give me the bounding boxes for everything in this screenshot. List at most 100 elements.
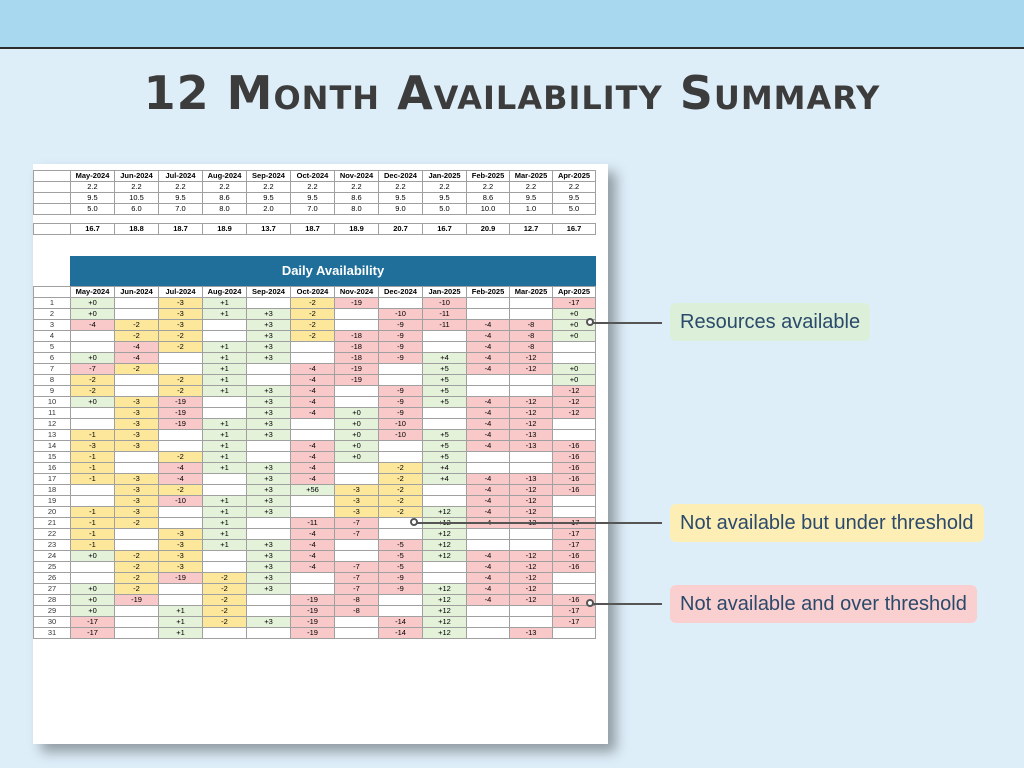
day-number-cell: 5: [33, 341, 71, 353]
day-number-cell: 23: [33, 539, 71, 551]
availability-cell: +1: [202, 495, 247, 507]
availability-cell: -2: [202, 583, 247, 595]
availability-cell: [290, 495, 335, 507]
availability-cell: +12: [422, 539, 467, 551]
availability-cell: -4: [466, 407, 510, 419]
availability-cell: [466, 385, 510, 397]
availability-cell: [466, 605, 510, 617]
availability-cell: -4: [466, 330, 510, 342]
month-header: Oct-2024: [290, 170, 335, 182]
month-header: Nov-2024: [334, 170, 379, 182]
availability-cell: [466, 308, 510, 320]
spacer-cell: [246, 214, 291, 224]
availability-cell: -11: [422, 319, 467, 331]
summary-cell: 8.6: [466, 192, 510, 204]
availability-cell: -13: [509, 429, 553, 441]
availability-cell: [114, 451, 159, 463]
availability-cell: +1: [202, 517, 247, 529]
availability-cell: [70, 572, 115, 584]
availability-cell: -4: [466, 561, 510, 573]
availability-cell: [378, 528, 423, 540]
availability-cell: -17: [552, 539, 596, 551]
availability-cell: -4: [466, 363, 510, 375]
availability-cell: -2: [290, 330, 335, 342]
total-cell: 18.7: [158, 223, 203, 235]
availability-cell: -4: [466, 352, 510, 364]
spacer-cell: [552, 214, 596, 224]
daily-row: 16 -1 -4 +1 +3 -4 -2 +4 -16: [33, 462, 596, 474]
row-label-cell: [33, 192, 71, 204]
month-header: Oct-2024: [290, 286, 335, 298]
summary-cell: 9.0: [378, 203, 423, 215]
day-number-cell: 21: [33, 517, 71, 529]
summary-cell: 9.5: [552, 192, 596, 204]
availability-cell: +5: [422, 385, 467, 397]
day-number-cell: 10: [33, 396, 71, 408]
availability-cell: [334, 396, 379, 408]
availability-cell: +5: [422, 440, 467, 452]
availability-cell: [552, 352, 596, 364]
availability-cell: -9: [378, 385, 423, 397]
daily-row: 1 +0 -3 +1 -2 -19 -10 -17: [33, 297, 596, 309]
availability-cell: +4: [422, 352, 467, 364]
availability-cell: -3: [158, 550, 203, 562]
availability-cell: [378, 594, 423, 606]
availability-cell: -4: [290, 462, 335, 474]
availability-cell: +3: [246, 572, 291, 584]
day-number-cell: 14: [33, 440, 71, 452]
day-number-cell: 18: [33, 484, 71, 496]
availability-cell: +1: [202, 308, 247, 320]
availability-cell: [202, 407, 247, 419]
daily-row: 5 -4 -2 +1 +3 -18 -9 -4 -8: [33, 341, 596, 353]
day-number-cell: 11: [33, 407, 71, 419]
availability-cell: -2: [114, 572, 159, 584]
availability-cell: -12: [509, 561, 553, 573]
availability-cell: [246, 363, 291, 375]
availability-cell: [70, 407, 115, 419]
availability-cell: +1: [202, 440, 247, 452]
availability-cell: -2: [114, 550, 159, 562]
month-header: Jan-2025: [422, 170, 467, 182]
daily-row: 26 -2 -19 -2 +3 -7 -9 -4 -12: [33, 572, 596, 584]
availability-cell: [246, 451, 291, 463]
legend-available: Resources available: [670, 303, 871, 341]
day-number-cell: 3: [33, 319, 71, 331]
month-header: Apr-2025: [552, 286, 596, 298]
month-header: May-2024: [70, 170, 115, 182]
summary-cell: 2.0: [246, 203, 291, 215]
connector-dot-under-threshold: [410, 518, 418, 526]
availability-cell: [290, 506, 335, 518]
availability-cell: [246, 440, 291, 452]
daily-row: 15 -1 -2 +1 -4 +0 +5 -16: [33, 451, 596, 463]
daily-row: 21-1-2+1-11-7+12-4-12-17: [33, 517, 596, 529]
availability-cell: [202, 550, 247, 562]
availability-cell: -2: [158, 330, 203, 342]
availability-cell: -2: [290, 319, 335, 331]
availability-cell: -3: [114, 429, 159, 441]
availability-cell: [552, 627, 596, 639]
availability-cell: -17: [70, 627, 115, 639]
day-number-cell: 12: [33, 418, 71, 430]
availability-cell: -8: [509, 319, 553, 331]
availability-cell: -11: [422, 308, 467, 320]
connector-line-available: [592, 322, 662, 324]
availability-cell: +3: [246, 396, 291, 408]
availability-cell: +1: [158, 627, 203, 639]
availability-cell: -3: [114, 484, 159, 496]
availability-cell: -12: [552, 385, 596, 397]
summary-cell: 10.5: [114, 192, 159, 204]
availability-cell: -4: [466, 583, 510, 595]
availability-cell: +0: [70, 605, 115, 617]
total-cell: 18.8: [114, 223, 159, 235]
availability-cell: -16: [552, 473, 596, 485]
daily-row: 13 -1 -3 +1 +3 +0 -10 +5 -4 -13: [33, 429, 596, 441]
availability-cell: [334, 319, 379, 331]
availability-cell: -3: [114, 440, 159, 452]
day-number-cell: 1: [33, 297, 71, 309]
availability-cell: [552, 429, 596, 441]
availability-cell: [509, 385, 553, 397]
availability-cell: [114, 374, 159, 386]
availability-cell: -4: [290, 550, 335, 562]
availability-cell: [114, 462, 159, 474]
availability-cell: [422, 561, 467, 573]
